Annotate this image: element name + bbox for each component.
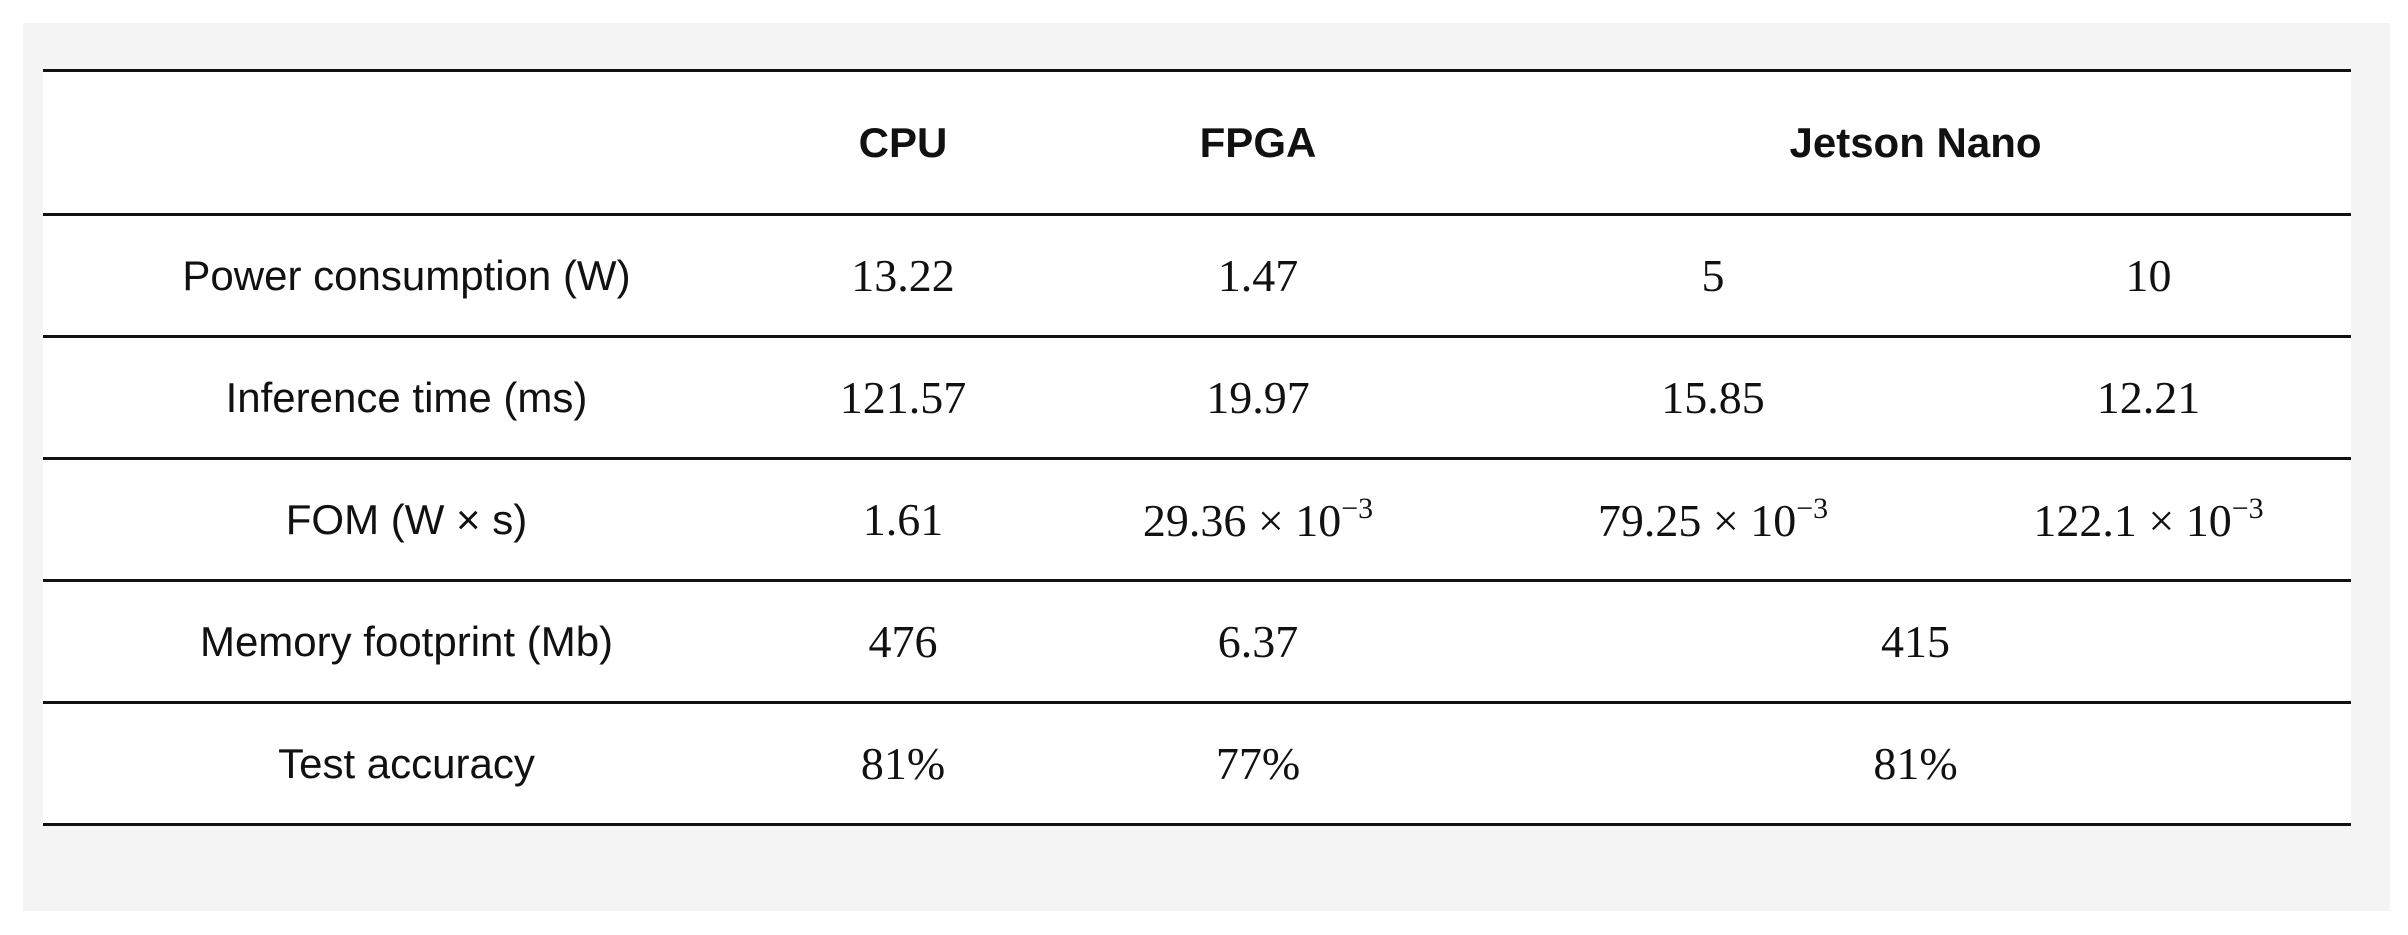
- corner-cell: [43, 71, 770, 215]
- table-row: Memory footprint (Mb) 476 6.37 415: [43, 581, 2352, 703]
- table-cell: 29.36 × 10−3: [1036, 459, 1480, 581]
- table-cell: 121.57: [839, 372, 967, 423]
- cell-base: 29.36 × 10: [1142, 495, 1342, 546]
- row-label: Memory footprint (Mb): [199, 617, 614, 665]
- cell-exponent: −3: [1796, 492, 1829, 525]
- header-row: CPU FPGA Jetson Nano: [43, 70, 2352, 215]
- table-cell: 476: [868, 616, 938, 667]
- table-cell: 122.1 × 10−3: [1946, 459, 2351, 581]
- cell-exponent: −3: [1341, 492, 1374, 525]
- row-label: FOM (W × s): [285, 495, 528, 543]
- table-cell: 12.21: [2096, 372, 2201, 423]
- cell-base: 79.25 × 10: [1597, 495, 1797, 546]
- table-cell: 6.37: [1217, 616, 1299, 667]
- table-cell: 79.25 × 10−3: [1480, 459, 1946, 581]
- table-row: Power consumption (W) 13.22 1.47 5 10: [43, 215, 2352, 337]
- table-cell: 1.61: [862, 494, 944, 545]
- table-cell: 81%: [860, 738, 946, 789]
- table-cell: 19.97: [1206, 372, 1310, 423]
- table-cell: 13.22: [851, 250, 955, 301]
- cell-base: 122.1 × 10: [2033, 495, 2232, 546]
- column-header: CPU: [858, 118, 948, 166]
- column-header: FPGA: [1199, 118, 1317, 166]
- table-cell: 5: [1701, 250, 1725, 301]
- cell-exponent: −3: [2231, 492, 2264, 525]
- results-table: CPU FPGA Jetson Nano Power consumption (W)…: [43, 69, 2352, 826]
- table-row: Inference time (ms) 121.57 19.97 15.85 12.21: [43, 337, 2352, 459]
- table-cell: 81%: [1873, 738, 1958, 789]
- table-body: Power consumption (W) 13.22 1.47 5 10 Inferen…: [43, 215, 2352, 825]
- table-cell: 1.47: [1217, 250, 1299, 301]
- table-cell: 10: [2125, 250, 2172, 301]
- row-label: Inference time (ms): [225, 373, 588, 421]
- table-row: Test accuracy 81% 77% 81%: [43, 703, 2352, 825]
- row-label: Power consumption (W): [182, 251, 631, 299]
- table-row: FOM (W × s) 1.61 29.36 × 10−3 79.25 × 10−3 1…: [43, 459, 2352, 581]
- row-label: Test accuracy: [278, 739, 535, 787]
- table-cell: 15.85: [1661, 372, 1765, 423]
- column-header: Jetson Nano: [1789, 118, 2042, 166]
- table-cell: 415: [1881, 616, 1950, 667]
- table-cell: 77%: [1215, 738, 1301, 789]
